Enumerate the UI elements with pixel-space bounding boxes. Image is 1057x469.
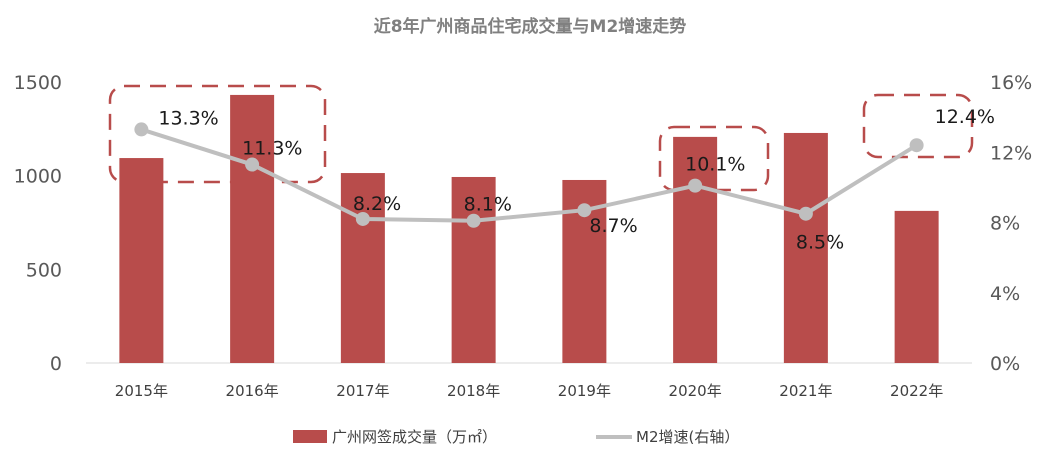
legend: 广州网签成交量（万㎡） M2增速(右轴） xyxy=(293,428,739,446)
x-axis-tick-label: 2020年 xyxy=(669,382,722,400)
left-axis-tick-label: 1500 xyxy=(14,72,62,94)
x-axis-tick-label: 2018年 xyxy=(447,382,500,400)
x-axis-tick-label: 2022年 xyxy=(890,382,943,400)
m2-data-label: 10.1% xyxy=(685,154,745,176)
highlight-box xyxy=(108,84,327,184)
left-axis-tick-label: 1000 xyxy=(14,166,62,188)
x-axis-tick-label: 2015年 xyxy=(115,382,168,400)
right-axis-tick-label: 16% xyxy=(990,72,1032,94)
x-axis-tick-label: 2017年 xyxy=(336,382,389,400)
right-axis-tick-label: 4% xyxy=(990,283,1020,305)
m2-data-label: 8.2% xyxy=(353,193,401,215)
bar xyxy=(673,136,718,363)
m2-point xyxy=(798,206,813,221)
right-axis-tick-label: 8% xyxy=(990,213,1020,235)
left-axis-tick-label: 0 xyxy=(50,353,62,375)
m2-point xyxy=(466,213,481,228)
highlight-box xyxy=(658,125,770,192)
legend-bar-label: 广州网签成交量（万㎡） xyxy=(332,428,497,446)
highlight-box xyxy=(862,93,974,159)
legend-bar-swatch xyxy=(293,430,327,443)
m2-point xyxy=(355,211,370,226)
m2-point xyxy=(577,203,592,218)
m2-data-label: 13.3% xyxy=(158,107,218,129)
m2-point xyxy=(245,157,260,172)
m2-line xyxy=(140,127,918,223)
m2-data-label: 8.7% xyxy=(589,215,637,237)
bar xyxy=(230,94,275,364)
bar xyxy=(894,210,939,363)
legend-line-label: M2增速(右轴） xyxy=(636,428,739,446)
m2-data-label: 12.4% xyxy=(935,106,995,128)
right-axis-tick-label: 12% xyxy=(990,142,1032,164)
bar xyxy=(340,173,385,363)
chart-title: 近8年广州商品住宅成交量与M2增速走势 xyxy=(374,16,687,37)
bar xyxy=(783,132,828,363)
x-axis-tick-label: 2019年 xyxy=(558,382,611,400)
m2-point xyxy=(909,138,924,153)
m2-data-label: 11.3% xyxy=(242,138,302,160)
x-axis-tick-label: 2016年 xyxy=(226,382,279,400)
m2-data-label: 8.5% xyxy=(796,232,844,254)
bar xyxy=(451,176,496,363)
bar xyxy=(119,158,164,363)
right-axis-tick-label: 0% xyxy=(990,353,1020,375)
m2-point xyxy=(688,178,703,193)
left-axis-tick-label: 500 xyxy=(26,259,62,281)
m2-data-label: 8.1% xyxy=(464,194,512,216)
m2-point xyxy=(134,122,149,137)
x-axis-tick-label: 2021年 xyxy=(779,382,832,400)
